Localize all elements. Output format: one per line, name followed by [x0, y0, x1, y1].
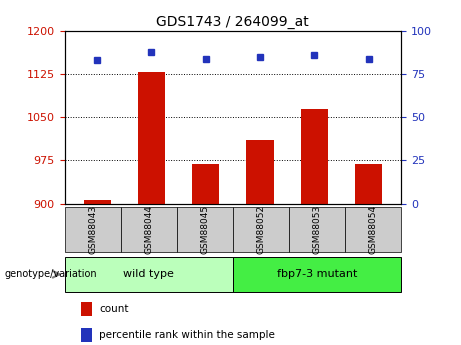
Bar	[246, 140, 273, 204]
Bar	[83, 199, 111, 204]
Bar	[301, 109, 328, 204]
Text: GSM88045: GSM88045	[200, 205, 209, 254]
Text: count: count	[99, 304, 129, 314]
Text: GSM88044: GSM88044	[144, 205, 153, 254]
Text: wild type: wild type	[123, 269, 174, 279]
Title: GDS1743 / 264099_at: GDS1743 / 264099_at	[156, 14, 309, 29]
Bar	[192, 165, 219, 204]
Text: GSM88043: GSM88043	[88, 205, 97, 254]
Text: GSM88053: GSM88053	[313, 205, 321, 254]
Text: GSM88054: GSM88054	[368, 205, 378, 254]
Text: genotype/variation: genotype/variation	[5, 269, 97, 279]
Text: GSM88052: GSM88052	[256, 205, 266, 254]
Text: fbp7-3 mutant: fbp7-3 mutant	[277, 269, 357, 279]
Bar	[355, 165, 382, 204]
Bar	[138, 72, 165, 204]
Text: percentile rank within the sample: percentile rank within the sample	[99, 330, 275, 339]
